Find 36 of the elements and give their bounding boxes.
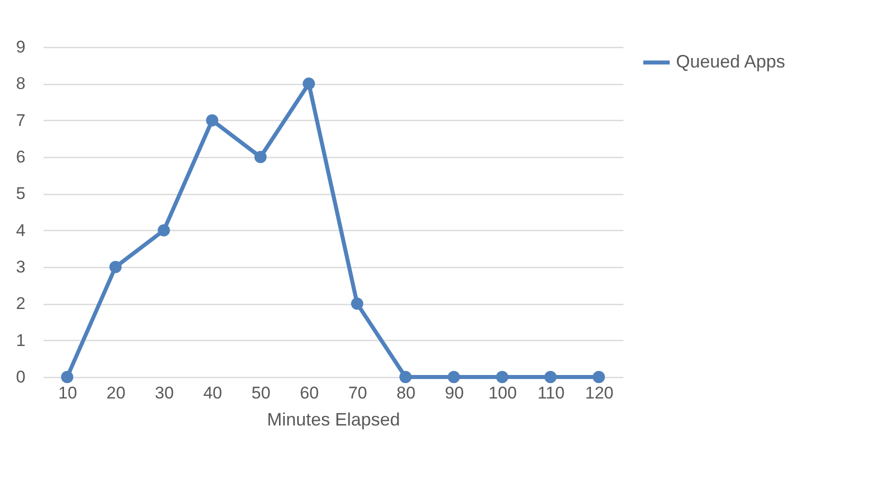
y-tick-label: 0 <box>16 368 26 386</box>
point <box>592 370 605 384</box>
x-tick-label: 90 <box>444 384 464 402</box>
x-tick-label: 10 <box>58 384 78 402</box>
x-tick-label: 120 <box>585 384 614 402</box>
y-tick-label: 8 <box>16 74 26 94</box>
x-tick-label: 70 <box>348 384 368 402</box>
point <box>254 150 267 164</box>
point <box>399 370 412 384</box>
y-tick-label: 2 <box>16 294 26 314</box>
y-tick-label: 4 <box>16 220 26 240</box>
x-tick-label: 30 <box>154 384 174 402</box>
point <box>158 224 170 236</box>
legend-label: Queued Apps <box>676 52 786 72</box>
point <box>544 370 557 384</box>
x-axis-title: Minutes Elapsed <box>266 410 400 430</box>
y-tick-label: 6 <box>16 148 26 166</box>
y-tick-label: 9 <box>16 38 26 56</box>
point <box>61 370 74 384</box>
x-tick-label: 80 <box>396 384 416 402</box>
x-tick-label: 50 <box>252 384 270 402</box>
y-tick-label: 5 <box>16 184 26 204</box>
point <box>448 370 460 384</box>
y-tick-label: 3 <box>16 258 26 276</box>
y-tick-label: 1 <box>16 330 26 350</box>
point <box>302 78 315 90</box>
x-tick-label: 60 <box>300 384 319 402</box>
y-tick-label: 7 <box>16 110 26 130</box>
x-tick-label: 100 <box>488 384 517 402</box>
point <box>206 114 218 126</box>
point <box>496 370 508 384</box>
point <box>351 298 364 310</box>
x-tick-label: 20 <box>106 384 126 402</box>
point <box>109 260 122 274</box>
x-tick-label: 40 <box>203 384 222 402</box>
x-tick-label: 110 <box>537 384 565 402</box>
